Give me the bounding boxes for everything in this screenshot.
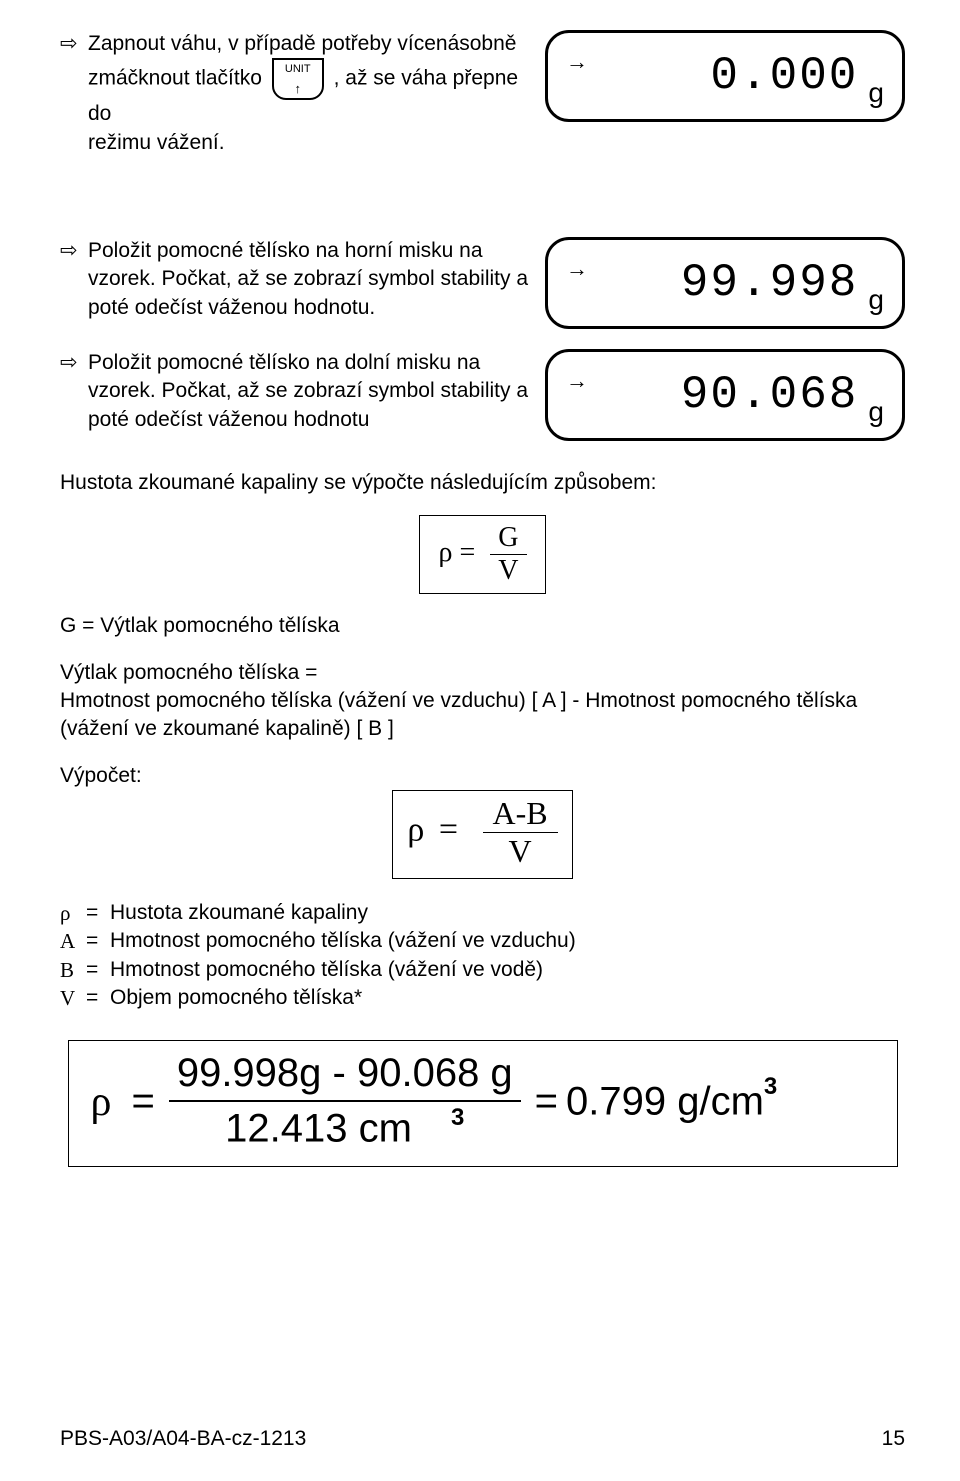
display-3-arrow-icon: → <box>566 368 588 394</box>
display-3-unit: g <box>864 396 884 438</box>
step-3-row: ⇨ Položit pomocné tělísko na dolní misku… <box>60 349 905 441</box>
formula-1-eq: = <box>459 537 475 568</box>
vytlak-line-1: Výtlak pomocného tělíska = <box>60 659 905 687</box>
display-1: → 0.000 g <box>545 30 905 122</box>
formula-1-row: ρ = G V <box>60 515 905 594</box>
formula-1-frac: G V <box>490 522 526 587</box>
step-1-line-c: režimu vážení. <box>88 129 528 157</box>
def-b-sym: B <box>60 956 86 984</box>
formula-2-den: V <box>499 833 542 870</box>
formula-big-eq1: = <box>131 1079 154 1124</box>
bullet-arrow: ⇨ <box>60 349 88 377</box>
display-2-value: 99.998 <box>598 257 864 309</box>
step-1-row: ⇨ Zapnout váhu, v případě potřeby vícená… <box>60 30 905 157</box>
formula-big-den-exp: 3 <box>451 1104 464 1131</box>
step-2-row: ⇨ Položit pomocné tělísko na horní misku… <box>60 237 905 329</box>
unit-button[interactable]: UNIT ↑ <box>272 58 324 100</box>
formula-big-result-val: 0.799 g/cm <box>566 1079 764 1123</box>
def-b-txt: Hmotnost pomocného tělíska (vážení ve vo… <box>110 956 543 984</box>
display-2-unit: g <box>864 284 884 326</box>
formula-gv: ρ = G V <box>419 515 545 594</box>
formula-big-lhs: ρ <box>91 1078 112 1126</box>
formula-big-num: 99.998g - 90.068 g <box>169 1051 521 1102</box>
step-1-text: Zapnout váhu, v případě potřeby vícenáso… <box>88 30 528 157</box>
display-3-wrap: → 90.068 g <box>545 349 905 441</box>
formula-1-lhs: ρ <box>438 537 452 568</box>
formula-2-row: ρ = A-B V <box>60 790 905 879</box>
def-a-eq: = <box>86 927 110 955</box>
def-a: A = Hmotnost pomocného tělíska (vážení v… <box>60 927 905 955</box>
display-2-wrap: → 99.998 g <box>545 237 905 329</box>
step-1b-pre: zmáčknout tlačítko <box>88 67 268 90</box>
step-2-text: Položit pomocné tělísko na horní misku n… <box>88 237 528 322</box>
def-rho-txt: Hustota zkoumané kapaliny <box>110 899 368 927</box>
definitions-list: ρ = Hustota zkoumané kapaliny A = Hmotno… <box>60 899 905 1012</box>
def-a-sym: A <box>60 927 86 955</box>
formula-2-frac: A-B V <box>483 795 558 870</box>
page-footer: PBS-A03/A04-BA-cz-1213 15 <box>60 1427 905 1451</box>
step-1-line-b: zmáčknout tlačítko UNIT ↑ , až se váha p… <box>88 58 528 128</box>
def-v-txt: Objem pomocného tělíska* <box>110 984 362 1012</box>
footer-left: PBS-A03/A04-BA-cz-1213 <box>60 1427 306 1451</box>
formula-2-eq: = <box>439 811 458 848</box>
def-rho-eq: = <box>86 899 110 927</box>
formula-1-den: V <box>490 555 526 587</box>
def-b-eq: = <box>86 956 110 984</box>
g-definition: G = Výtlak pomocného tělíska <box>60 612 905 640</box>
display-1-value: 0.000 <box>598 50 864 102</box>
display-3-value: 90.068 <box>598 369 864 421</box>
unit-button-label: UNIT <box>285 63 311 75</box>
formula-2-num: A-B <box>483 795 558 833</box>
display-1-wrap: → 0.000 g <box>545 30 905 122</box>
formula-big-eq2: = <box>535 1079 558 1124</box>
def-b: B = Hmotnost pomocného tělíska (vážení v… <box>60 956 905 984</box>
vypocet-label: Výpočet: <box>60 762 905 790</box>
def-v-eq: = <box>86 984 110 1012</box>
display-1-arrow-icon: → <box>566 49 588 75</box>
def-v-sym: V <box>60 984 86 1012</box>
vytlak-block: Výtlak pomocného tělíska = Hmotnost pomo… <box>60 659 905 744</box>
display-3: → 90.068 g <box>545 349 905 441</box>
bullet-arrow: ⇨ <box>60 30 88 58</box>
formula-big-den-val: 12.413 cm <box>225 1107 412 1151</box>
formula-big-frac: 99.998g - 90.068 g 12.413 cm 3 <box>169 1051 521 1151</box>
formula-1-num: G <box>490 522 526 555</box>
step-1-line-a: Zapnout váhu, v případě potřeby vícenáso… <box>88 30 528 58</box>
def-rho: ρ = Hustota zkoumané kapaliny <box>60 899 905 927</box>
formula-big-den: 12.413 cm 3 <box>217 1102 472 1151</box>
formula-result: ρ = 99.998g - 90.068 g 12.413 cm 3 = 0.7… <box>68 1040 898 1166</box>
density-intro: Hustota zkoumané kapaliny se výpočte nás… <box>60 469 905 497</box>
formula-big-result: 0.799 g/cm3 <box>566 1079 777 1124</box>
formula-ab-v: ρ = A-B V <box>392 790 572 879</box>
display-2: → 99.998 g <box>545 237 905 329</box>
def-v: V = Objem pomocného tělíska* <box>60 984 905 1012</box>
footer-right: 15 <box>882 1427 905 1451</box>
def-rho-sym: ρ <box>60 899 86 927</box>
def-a-txt: Hmotnost pomocného tělíska (vážení ve vz… <box>110 927 576 955</box>
display-1-unit: g <box>864 77 884 119</box>
formula-big-result-exp: 3 <box>764 1073 777 1100</box>
vytlak-line-2: Hmotnost pomocného tělíska (vážení ve vz… <box>60 687 905 744</box>
formula-2-lhs: ρ <box>407 811 424 848</box>
bullet-arrow: ⇨ <box>60 237 88 265</box>
step-3-text: Položit pomocné tělísko na dolní misku n… <box>88 349 528 434</box>
unit-button-arrow-icon: ↑ <box>295 82 302 95</box>
display-2-arrow-icon: → <box>566 256 588 282</box>
